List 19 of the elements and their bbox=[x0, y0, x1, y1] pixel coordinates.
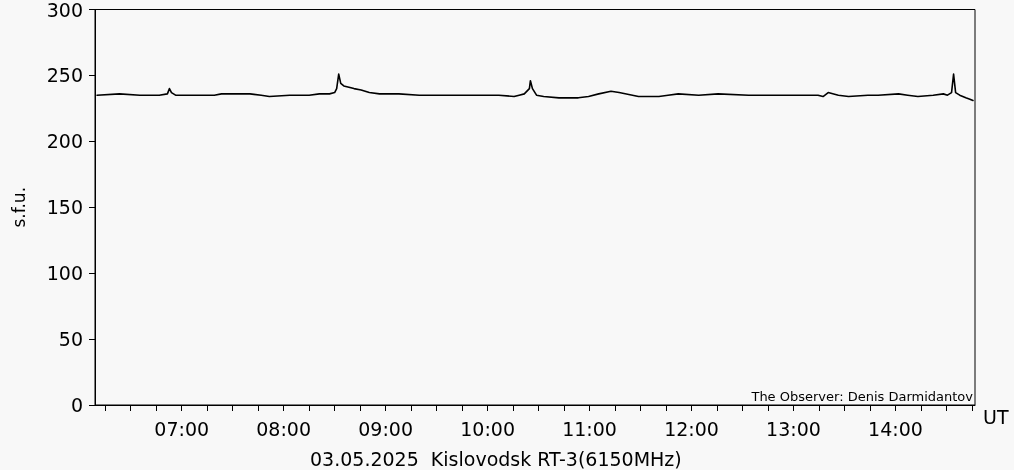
x-tick-label: 12:00 bbox=[664, 417, 719, 440]
y-tick-label: 50 bbox=[58, 328, 83, 351]
x-axis-title: UT bbox=[983, 405, 1009, 428]
annotation: The Observer: Denis Darmidantov bbox=[750, 389, 974, 404]
y-axis-title: s.f.u. bbox=[8, 186, 29, 228]
y-tick-label: 100 bbox=[46, 262, 83, 285]
x-tick-label: 11:00 bbox=[562, 417, 617, 440]
x-tick-label: 07:00 bbox=[154, 417, 210, 440]
x-tick-label: 13:00 bbox=[766, 417, 821, 440]
y-tick-label: 0 bbox=[70, 394, 83, 416]
y-tick-label: 150 bbox=[46, 196, 83, 219]
text: 03.05.2025 Kislovodsk RT-3(6150MHz) bbox=[310, 447, 682, 470]
y-tick-label: 200 bbox=[46, 130, 83, 153]
y-tick-label: 250 bbox=[46, 64, 83, 87]
y-tick-label: 300 bbox=[46, 0, 83, 21]
x-tick-label: 10:00 bbox=[460, 417, 515, 440]
x-tick-label: 09:00 bbox=[358, 417, 413, 440]
x-tick-label: 14:00 bbox=[868, 417, 923, 440]
x-tick-label: 08:00 bbox=[256, 417, 312, 440]
